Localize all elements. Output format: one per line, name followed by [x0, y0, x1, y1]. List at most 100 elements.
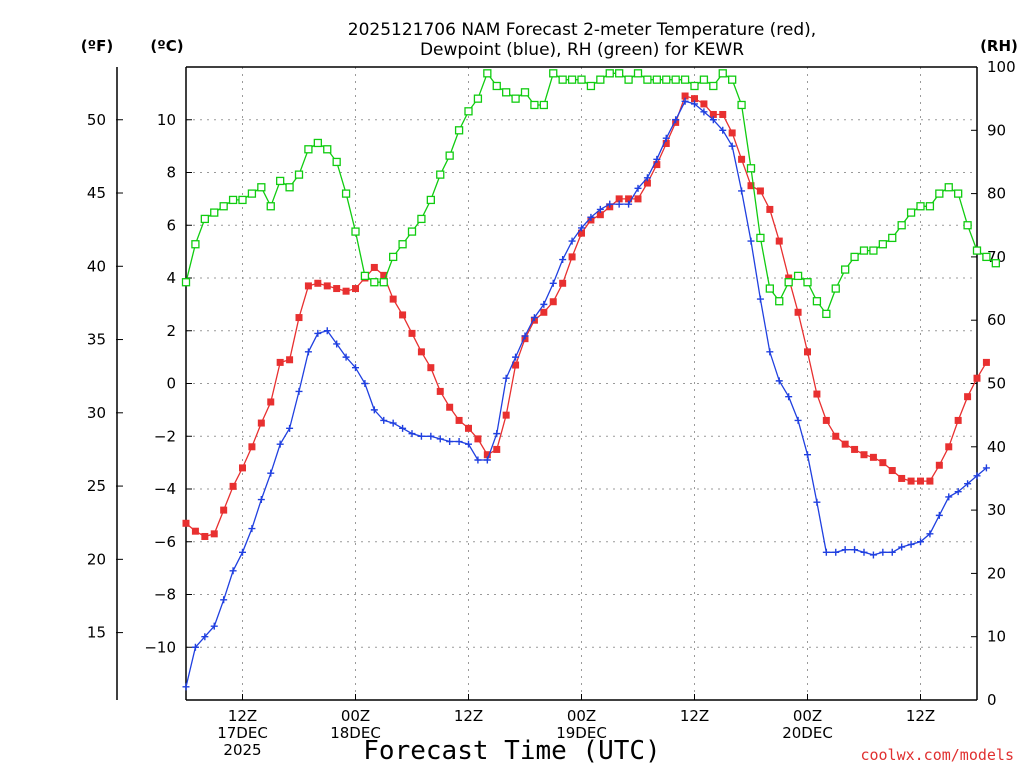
- dewpoint-point-26: [427, 433, 434, 440]
- fahrenheit-tick-label-4: 30: [87, 404, 106, 422]
- temperature-point-6: [239, 464, 246, 471]
- rh-point-33: [493, 82, 500, 89]
- rh-point-0: [183, 279, 190, 286]
- time-tick-label-5-1: 20DEC: [782, 724, 833, 742]
- temperature-point-75: [889, 467, 896, 474]
- rh-point-36: [522, 89, 529, 96]
- rh-point-41: [569, 76, 576, 83]
- dewpoint-point-7: [248, 525, 255, 532]
- rh-point-60: [748, 165, 755, 172]
- time-tick-label-3-0: 00Z: [567, 707, 596, 725]
- rh-point-68: [823, 310, 830, 317]
- temperature-point-1: [192, 528, 199, 535]
- temperature-point-30: [465, 425, 472, 432]
- rh-point-71: [851, 253, 858, 260]
- temperature-point-0: [183, 520, 190, 527]
- temperature-point-10: [277, 359, 284, 366]
- rh-point-69: [832, 285, 839, 292]
- temperature-point-13: [305, 282, 312, 289]
- dewpoint-point-69: [832, 549, 839, 556]
- rh-tick-label-1: 90: [987, 121, 1006, 139]
- dewpoint-point-10: [277, 441, 284, 448]
- rh-point-10: [277, 177, 284, 184]
- rh-point-34: [503, 89, 510, 96]
- rh-point-18: [352, 228, 359, 235]
- dewpoint-point-40: [559, 256, 566, 263]
- temperature-point-80: [936, 462, 943, 469]
- dewpoint-point-29: [456, 438, 463, 445]
- rh-tick-label-8: 20: [987, 564, 1006, 582]
- rh-point-64: [785, 279, 792, 286]
- temperature-point-8: [258, 420, 265, 427]
- dewpoint-point-73: [870, 551, 877, 558]
- rh-tick-label-7: 30: [987, 501, 1006, 519]
- temperature-point-14: [314, 280, 321, 287]
- rh-point-21: [380, 279, 387, 286]
- temperature-point-72: [861, 451, 868, 458]
- temperature-point-31: [474, 435, 481, 442]
- rh-point-49: [644, 76, 651, 83]
- rh-point-86: [992, 260, 999, 267]
- rh-tick-label-2: 80: [987, 185, 1006, 203]
- dewpoint-point-9: [267, 470, 274, 477]
- dewpoint-point-23: [399, 425, 406, 432]
- celsius-unit-label: (ºC): [150, 37, 183, 55]
- dewpoint-point-22: [390, 420, 397, 427]
- rh-point-4: [220, 203, 227, 210]
- temperature-point-83: [964, 393, 971, 400]
- celsius-tick-label-9: −8: [154, 586, 176, 604]
- rh-point-58: [729, 76, 736, 83]
- rh-point-3: [211, 209, 218, 216]
- dewpoint-point-39: [550, 280, 557, 287]
- rh-point-56: [710, 82, 717, 89]
- temperature-point-16: [333, 285, 340, 292]
- dewpoint-point-27: [437, 435, 444, 442]
- time-tick-label-0-0: 12Z: [228, 707, 257, 725]
- temperature-point-26: [427, 364, 434, 371]
- dewpoint-point-75: [889, 549, 896, 556]
- temperature-point-22: [390, 296, 397, 303]
- temperature-point-63: [776, 238, 783, 245]
- temperature-point-25: [418, 348, 425, 355]
- rh-point-46: [616, 70, 623, 77]
- rh-point-81: [945, 184, 952, 191]
- celsius-tick-label-5: 0: [166, 375, 176, 393]
- fahrenheit-tick-label-2: 40: [87, 257, 106, 275]
- time-tick-label-1-0: 00Z: [341, 707, 370, 725]
- temperature-point-58: [729, 129, 736, 136]
- rh-point-23: [399, 241, 406, 248]
- temperature-point-11: [286, 356, 293, 363]
- rh-point-73: [870, 247, 877, 254]
- dewpoint-point-13: [305, 348, 312, 355]
- rh-point-70: [842, 266, 849, 273]
- temperature-point-9: [267, 398, 274, 405]
- temperature-point-76: [898, 475, 905, 482]
- fahrenheit-tick-label-5: 25: [87, 477, 106, 495]
- dewpoint-point-8: [258, 496, 265, 503]
- rh-point-59: [738, 101, 745, 108]
- rh-point-84: [974, 247, 981, 254]
- rh-tick-label-5: 50: [987, 375, 1006, 393]
- temperature-point-77: [908, 478, 915, 485]
- temperature-point-27: [437, 388, 444, 395]
- rh-point-17: [343, 190, 350, 197]
- rh-point-42: [578, 76, 585, 83]
- temperature-point-69: [832, 433, 839, 440]
- time-tick-label-4-0: 12Z: [680, 707, 709, 725]
- temperature-point-65: [795, 309, 802, 316]
- rh-point-55: [700, 76, 707, 83]
- data-series: [183, 70, 1000, 690]
- temperature-series: [183, 93, 990, 540]
- temperature-point-29: [456, 417, 463, 424]
- temperature-point-12: [296, 314, 303, 321]
- time-tick-label-0-1: 17DEC: [217, 724, 268, 742]
- temperature-point-41: [569, 253, 576, 260]
- rh-point-6: [239, 196, 246, 203]
- temperature-point-48: [635, 195, 642, 202]
- temperature-point-17: [343, 288, 350, 295]
- temperature-point-38: [540, 309, 547, 316]
- rh-point-54: [691, 82, 698, 89]
- rh-tick-label-6: 40: [987, 438, 1006, 456]
- rh-tick-label-0: 100: [987, 58, 1016, 76]
- rh-tick-label-10: 0: [987, 691, 997, 709]
